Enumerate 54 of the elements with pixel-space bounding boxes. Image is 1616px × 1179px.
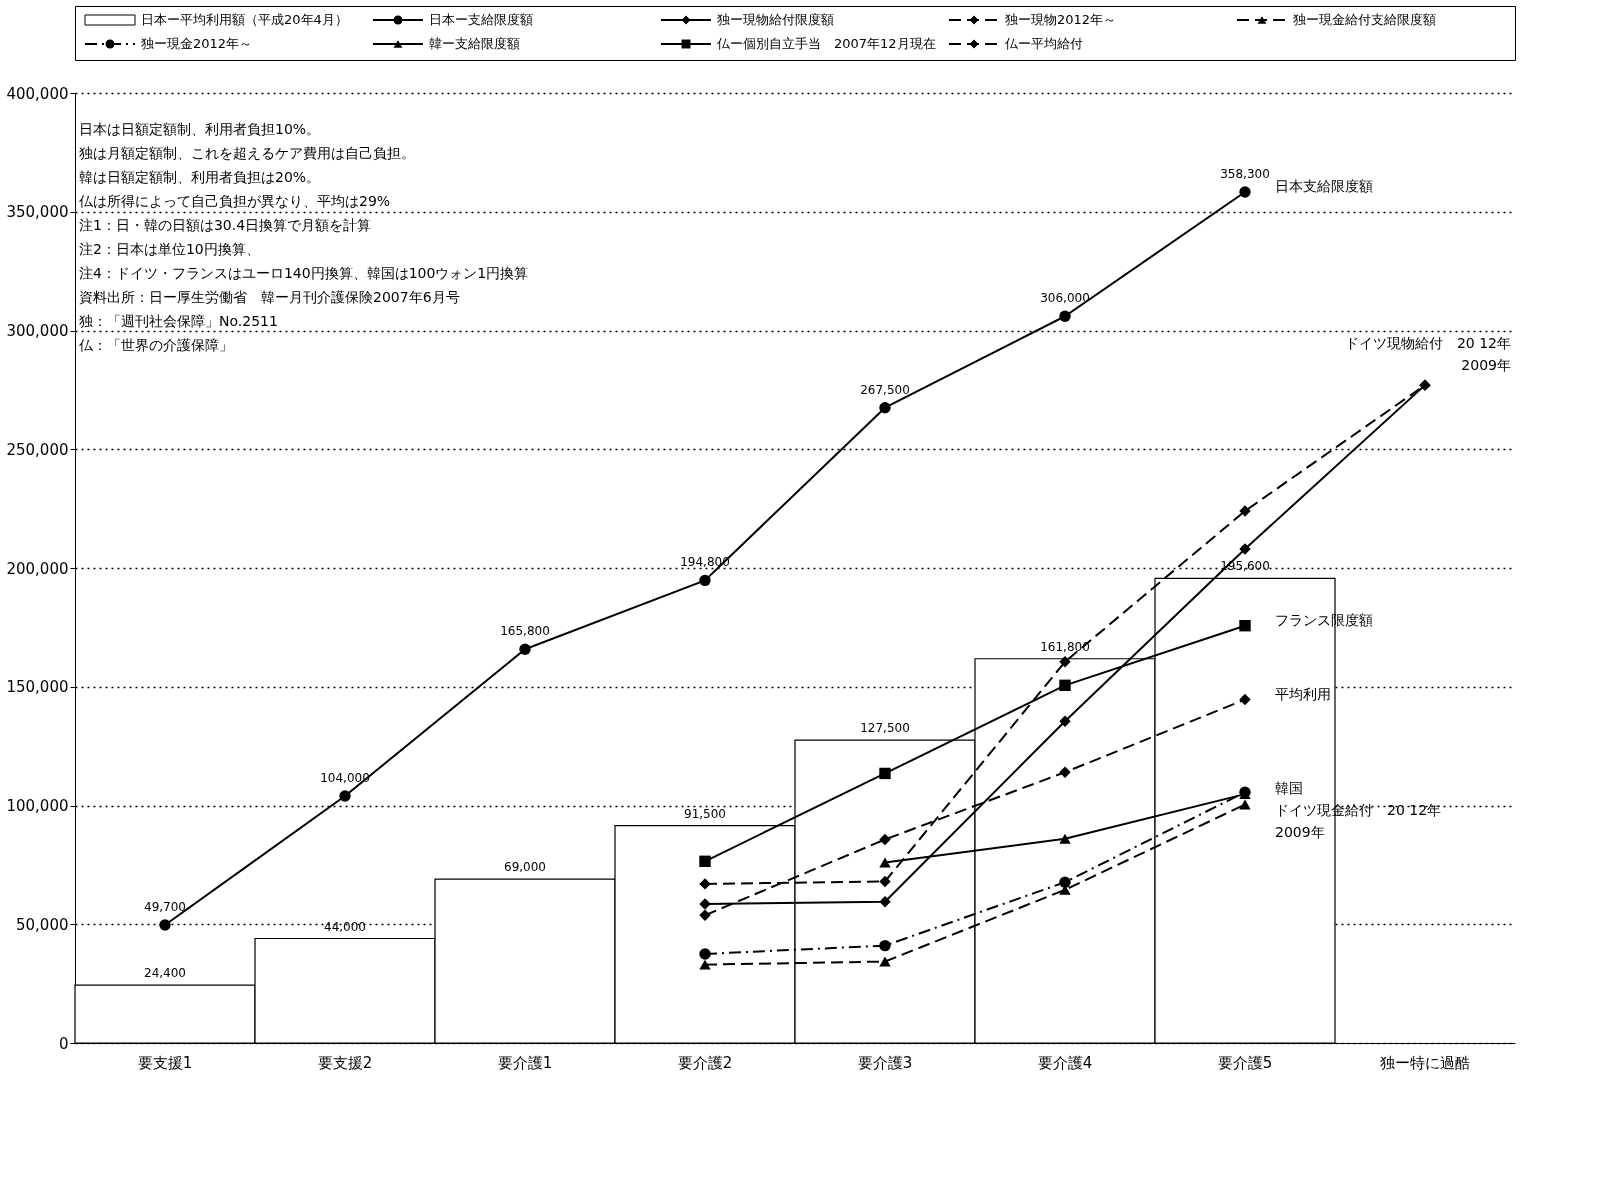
data-label: 24,400 xyxy=(144,966,186,981)
x-tick-label: 要介護1 xyxy=(497,1053,553,1072)
x-tick-label: 独ー特に過酷 xyxy=(1380,1053,1470,1072)
x-tick-label: 要支援2 xyxy=(317,1053,373,1072)
y-tick-label: 350,000 xyxy=(6,203,69,222)
y-tick-label: 0 xyxy=(58,1034,69,1053)
annotation: ドイツ現物給付 20 12年 xyxy=(1344,335,1511,352)
legend-label: 独ー現物給付限度額 xyxy=(717,12,834,27)
x-tick-label: 要支援1 xyxy=(137,1053,193,1072)
legend-label: 韓ー支給限度額 xyxy=(429,36,520,51)
annotation: 日本支給限度額 xyxy=(1275,178,1373,195)
data-label: 44,000 xyxy=(324,919,366,934)
data-label: 165,800 xyxy=(500,624,550,639)
data-label: 49,700 xyxy=(144,899,186,914)
x-tick-label: 要介護5 xyxy=(1217,1053,1273,1072)
legend-label: 日本ー平均利用額（平成20年4月） xyxy=(141,12,348,27)
annotation: 韓国 xyxy=(1275,780,1303,797)
annotation: 仏は所得によって自己負担が異なり、平均は29% xyxy=(78,193,391,209)
annotation: 注2：日本は単位10円換算、 xyxy=(79,241,260,257)
annotation: 平均利用 xyxy=(1275,685,1331,702)
data-label: 161,800 xyxy=(1040,639,1090,654)
data-label: 69,000 xyxy=(504,860,546,875)
data-label: 91,500 xyxy=(684,806,726,821)
annotation: 注4：ドイツ・フランスはユーロ140円換算、韓国は100ウォン1円換算 xyxy=(79,265,529,281)
annotation: 仏：「世界の介護保障」 xyxy=(78,337,233,353)
annotation: 2009年 xyxy=(1275,824,1325,841)
legend-label: 独ー現金給付支給限度額 xyxy=(1293,12,1436,27)
annotation: 2009年 xyxy=(1461,357,1511,374)
x-tick-label: 要介護2 xyxy=(677,1053,733,1072)
annotation: 注1：日・韓の日額は30.4日換算で月額を計算 xyxy=(79,217,372,233)
annotation: 資料出所：日ー厚生労働省 韓ー月刊介護保険2007年6月号 xyxy=(79,289,460,305)
legend-label: 独ー現金2012年～ xyxy=(141,36,253,51)
y-tick-label: 200,000 xyxy=(6,559,69,578)
annotation: 独：「週刊社会保障」No.2511 xyxy=(79,313,278,329)
y-tick-label: 100,000 xyxy=(6,797,69,815)
data-label: 127,500 xyxy=(860,721,910,736)
x-tick-label: 要介護3 xyxy=(857,1053,913,1072)
x-tick-label: 要介護4 xyxy=(1037,1053,1093,1072)
annotation: 日本は日額定額制、利用者負担10%。 xyxy=(79,121,321,137)
data-label: 267,500 xyxy=(860,382,910,397)
data-label: 104,000 xyxy=(320,771,370,785)
legend-label: 日本ー支給限度額 xyxy=(429,12,533,27)
annotation: 独は月額定額制、これを超えるケア費用は自己負担。 xyxy=(79,145,415,161)
data-label: 358,300 xyxy=(1220,167,1270,182)
legend-label: 独ー現物2012年～ xyxy=(1005,12,1117,27)
y-tick-label: 300,000 xyxy=(6,322,69,340)
annotation: 韓は日額定額制、利用者負担は20%。 xyxy=(79,169,321,185)
y-tick-label: 150,000 xyxy=(6,678,69,697)
y-tick-label: 400,000 xyxy=(6,84,69,103)
y-tick-label: 250,000 xyxy=(6,440,69,459)
y-tick-label: 50,000 xyxy=(16,915,69,934)
legend-label: 仏ー平均給付 xyxy=(1004,36,1083,51)
data-label: 306,000 xyxy=(1040,291,1090,306)
legend-label: 仏ー個別自立手当 2007年12月現在 xyxy=(716,36,936,51)
